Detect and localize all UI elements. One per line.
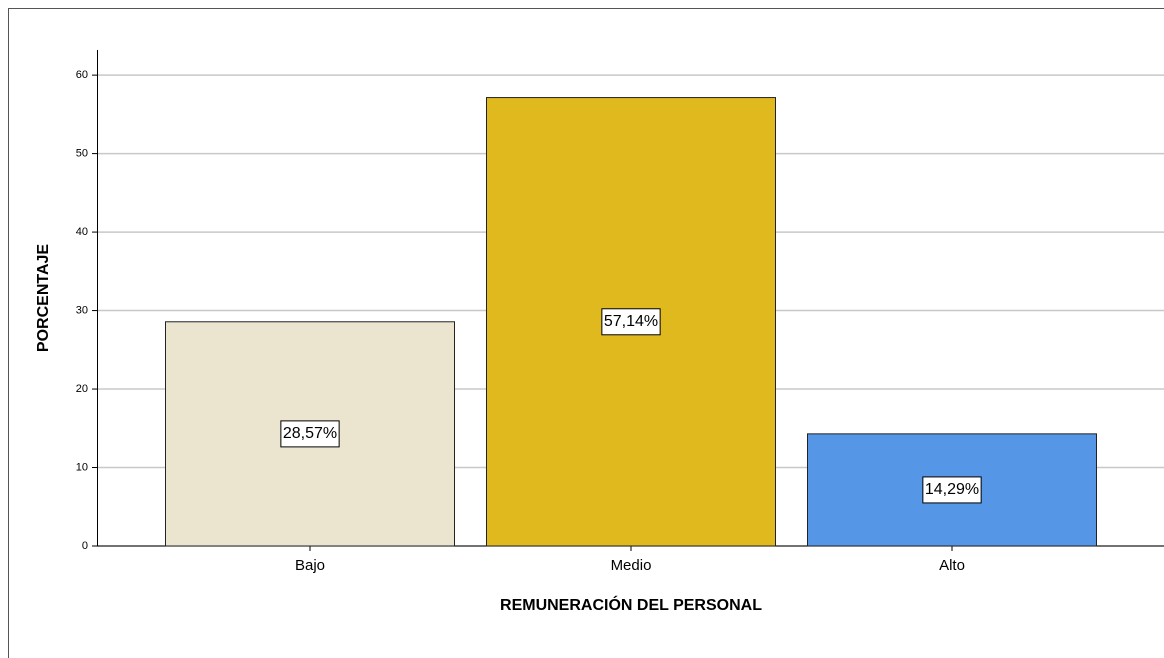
x-tick-label: Alto	[939, 557, 965, 574]
y-tick-label: 30	[76, 304, 88, 316]
y-tick-label: 10	[76, 461, 88, 473]
y-tick-label: 60	[76, 69, 88, 81]
x-axis-label: REMUNERACIÓN DEL PERSONAL	[500, 595, 762, 614]
x-tick-label: Bajo	[295, 557, 325, 574]
value-label-box	[280, 420, 340, 448]
x-tick-label: Medio	[611, 557, 652, 574]
y-tick-label: 50	[76, 148, 88, 160]
value-label-box	[922, 476, 982, 504]
y-tick-label: 0	[82, 540, 88, 552]
value-label-box	[601, 308, 661, 336]
y-tick-label: 20	[76, 383, 88, 395]
value-label: 28,57%	[283, 425, 337, 442]
y-axis-label: PORCENTAJE	[35, 244, 52, 352]
value-label: 14,29%	[925, 481, 979, 498]
value-label: 57,14%	[604, 313, 658, 330]
y-tick-label: 40	[76, 226, 88, 238]
